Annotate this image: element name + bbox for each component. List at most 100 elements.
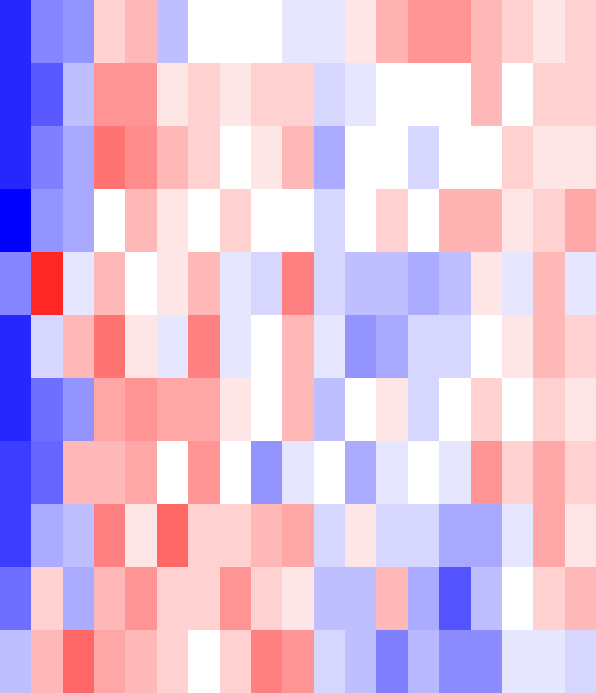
heatmap-cell-r8-c8 [251, 504, 283, 568]
heatmap-cell-r3-c5 [157, 189, 189, 253]
heatmap-cell-r2-c16 [502, 126, 534, 190]
heatmap-cell-r7-c2 [63, 441, 95, 505]
heatmap-cell-r3-c2 [63, 189, 95, 253]
heatmap-cell-r6-c13 [408, 378, 440, 442]
heatmap-cell-r1-c7 [220, 63, 252, 127]
heatmap-cell-r9-c9 [282, 567, 315, 631]
heatmap-cell-r3-c10 [314, 189, 346, 253]
heatmap-cell-r10-c10 [314, 630, 346, 693]
heatmap-cell-r0-c0 [0, 0, 32, 64]
heatmap-cell-r7-c5 [157, 441, 189, 505]
heatmap-cell-r5-c13 [408, 315, 440, 379]
heatmap-cell-r8-c1 [31, 504, 64, 568]
heatmap-cell-r7-c10 [314, 441, 346, 505]
heatmap-cell-r4-c9 [282, 252, 315, 316]
heatmap-cell-r9-c5 [157, 567, 189, 631]
heatmap-cell-r5-c15 [471, 315, 503, 379]
heatmap-cell-r2-c3 [94, 126, 126, 190]
heatmap-cell-r4-c0 [0, 252, 32, 316]
heatmap-cell-r8-c10 [314, 504, 346, 568]
heatmap-cell-r6-c5 [157, 378, 189, 442]
heatmap-cell-r10-c11 [345, 630, 377, 693]
heatmap-cell-r4-c1 [31, 252, 64, 316]
heatmap-cell-r5-c4 [125, 315, 158, 379]
heatmap-cell-r3-c4 [125, 189, 158, 253]
heatmap-cell-r0-c12 [376, 0, 409, 64]
heatmap-cell-r7-c12 [376, 441, 409, 505]
heatmap-cell-r2-c12 [376, 126, 409, 190]
heatmap-cell-r0-c13 [408, 0, 440, 64]
heatmap-cell-r7-c4 [125, 441, 158, 505]
heatmap-cell-r8-c2 [63, 504, 95, 568]
heatmap-cell-r5-c17 [533, 315, 566, 379]
heatmap-cell-r6-c4 [125, 378, 158, 442]
heatmap-cell-r2-c15 [471, 126, 503, 190]
heatmap-cell-r7-c0 [0, 441, 32, 505]
heatmap-cell-r8-c13 [408, 504, 440, 568]
heatmap-cell-r6-c16 [502, 378, 534, 442]
heatmap-cell-r4-c18 [565, 252, 596, 316]
heatmap-cell-r0-c4 [125, 0, 158, 64]
heatmap-cell-r6-c9 [282, 378, 315, 442]
heatmap-cell-r0-c1 [31, 0, 64, 64]
heatmap-cell-r4-c16 [502, 252, 534, 316]
heatmap-cell-r3-c14 [439, 189, 472, 253]
heatmap-cell-r7-c14 [439, 441, 472, 505]
heatmap-cell-r1-c4 [125, 63, 158, 127]
heatmap-cell-r10-c8 [251, 630, 283, 693]
heatmap-cell-r1-c18 [565, 63, 596, 127]
heatmap-cell-r2-c6 [188, 126, 221, 190]
heatmap-cell-r10-c4 [125, 630, 158, 693]
heatmap-cell-r10-c7 [220, 630, 252, 693]
heatmap-cell-r3-c12 [376, 189, 409, 253]
heatmap-cell-r3-c8 [251, 189, 283, 253]
heatmap-cell-r9-c4 [125, 567, 158, 631]
heatmap-cell-r1-c11 [345, 63, 377, 127]
heatmap-cell-r7-c9 [282, 441, 315, 505]
heatmap-cell-r1-c15 [471, 63, 503, 127]
heatmap-cell-r3-c6 [188, 189, 221, 253]
heatmap-cell-r10-c18 [565, 630, 596, 693]
heatmap-cell-r0-c10 [314, 0, 346, 64]
heatmap-cell-r0-c14 [439, 0, 472, 64]
heatmap-cell-r5-c0 [0, 315, 32, 379]
heatmap-cell-r10-c2 [63, 630, 95, 693]
heatmap-cell-r1-c6 [188, 63, 221, 127]
heatmap-cell-r2-c8 [251, 126, 283, 190]
heatmap-cell-r9-c13 [408, 567, 440, 631]
heatmap-cell-r6-c15 [471, 378, 503, 442]
heatmap-cell-r1-c1 [31, 63, 64, 127]
heatmap-cell-r10-c1 [31, 630, 64, 693]
heatmap-cell-r5-c8 [251, 315, 283, 379]
heatmap-cell-r10-c17 [533, 630, 566, 693]
heatmap-cell-r1-c10 [314, 63, 346, 127]
heatmap-cell-r4-c13 [408, 252, 440, 316]
heatmap-cell-r5-c3 [94, 315, 126, 379]
heatmap-cell-r5-c6 [188, 315, 221, 379]
heatmap-cell-r2-c11 [345, 126, 377, 190]
heatmap-cell-r9-c3 [94, 567, 126, 631]
heatmap-cell-r9-c18 [565, 567, 596, 631]
heatmap-cell-r6-c0 [0, 378, 32, 442]
heatmap-cell-r1-c14 [439, 63, 472, 127]
heatmap-cell-r5-c7 [220, 315, 252, 379]
heatmap-cell-r6-c1 [31, 378, 64, 442]
heatmap-cell-r9-c16 [502, 567, 534, 631]
heatmap-cell-r2-c18 [565, 126, 596, 190]
heatmap-cell-r4-c6 [188, 252, 221, 316]
heatmap-cell-r8-c11 [345, 504, 377, 568]
heatmap-cell-r9-c15 [471, 567, 503, 631]
heatmap-cell-r6-c12 [376, 378, 409, 442]
heatmap-cell-r5-c5 [157, 315, 189, 379]
heatmap-cell-r10-c9 [282, 630, 315, 693]
heatmap-cell-r0-c6 [188, 0, 221, 64]
heatmap-cell-r2-c9 [282, 126, 315, 190]
heatmap-cell-r8-c3 [94, 504, 126, 568]
heatmap-cell-r4-c7 [220, 252, 252, 316]
heatmap-cell-r2-c7 [220, 126, 252, 190]
heatmap-cell-r0-c16 [502, 0, 534, 64]
heatmap-cell-r9-c14 [439, 567, 472, 631]
heatmap-cell-r10-c5 [157, 630, 189, 693]
heatmap-cell-r6-c7 [220, 378, 252, 442]
heatmap-cell-r0-c17 [533, 0, 566, 64]
